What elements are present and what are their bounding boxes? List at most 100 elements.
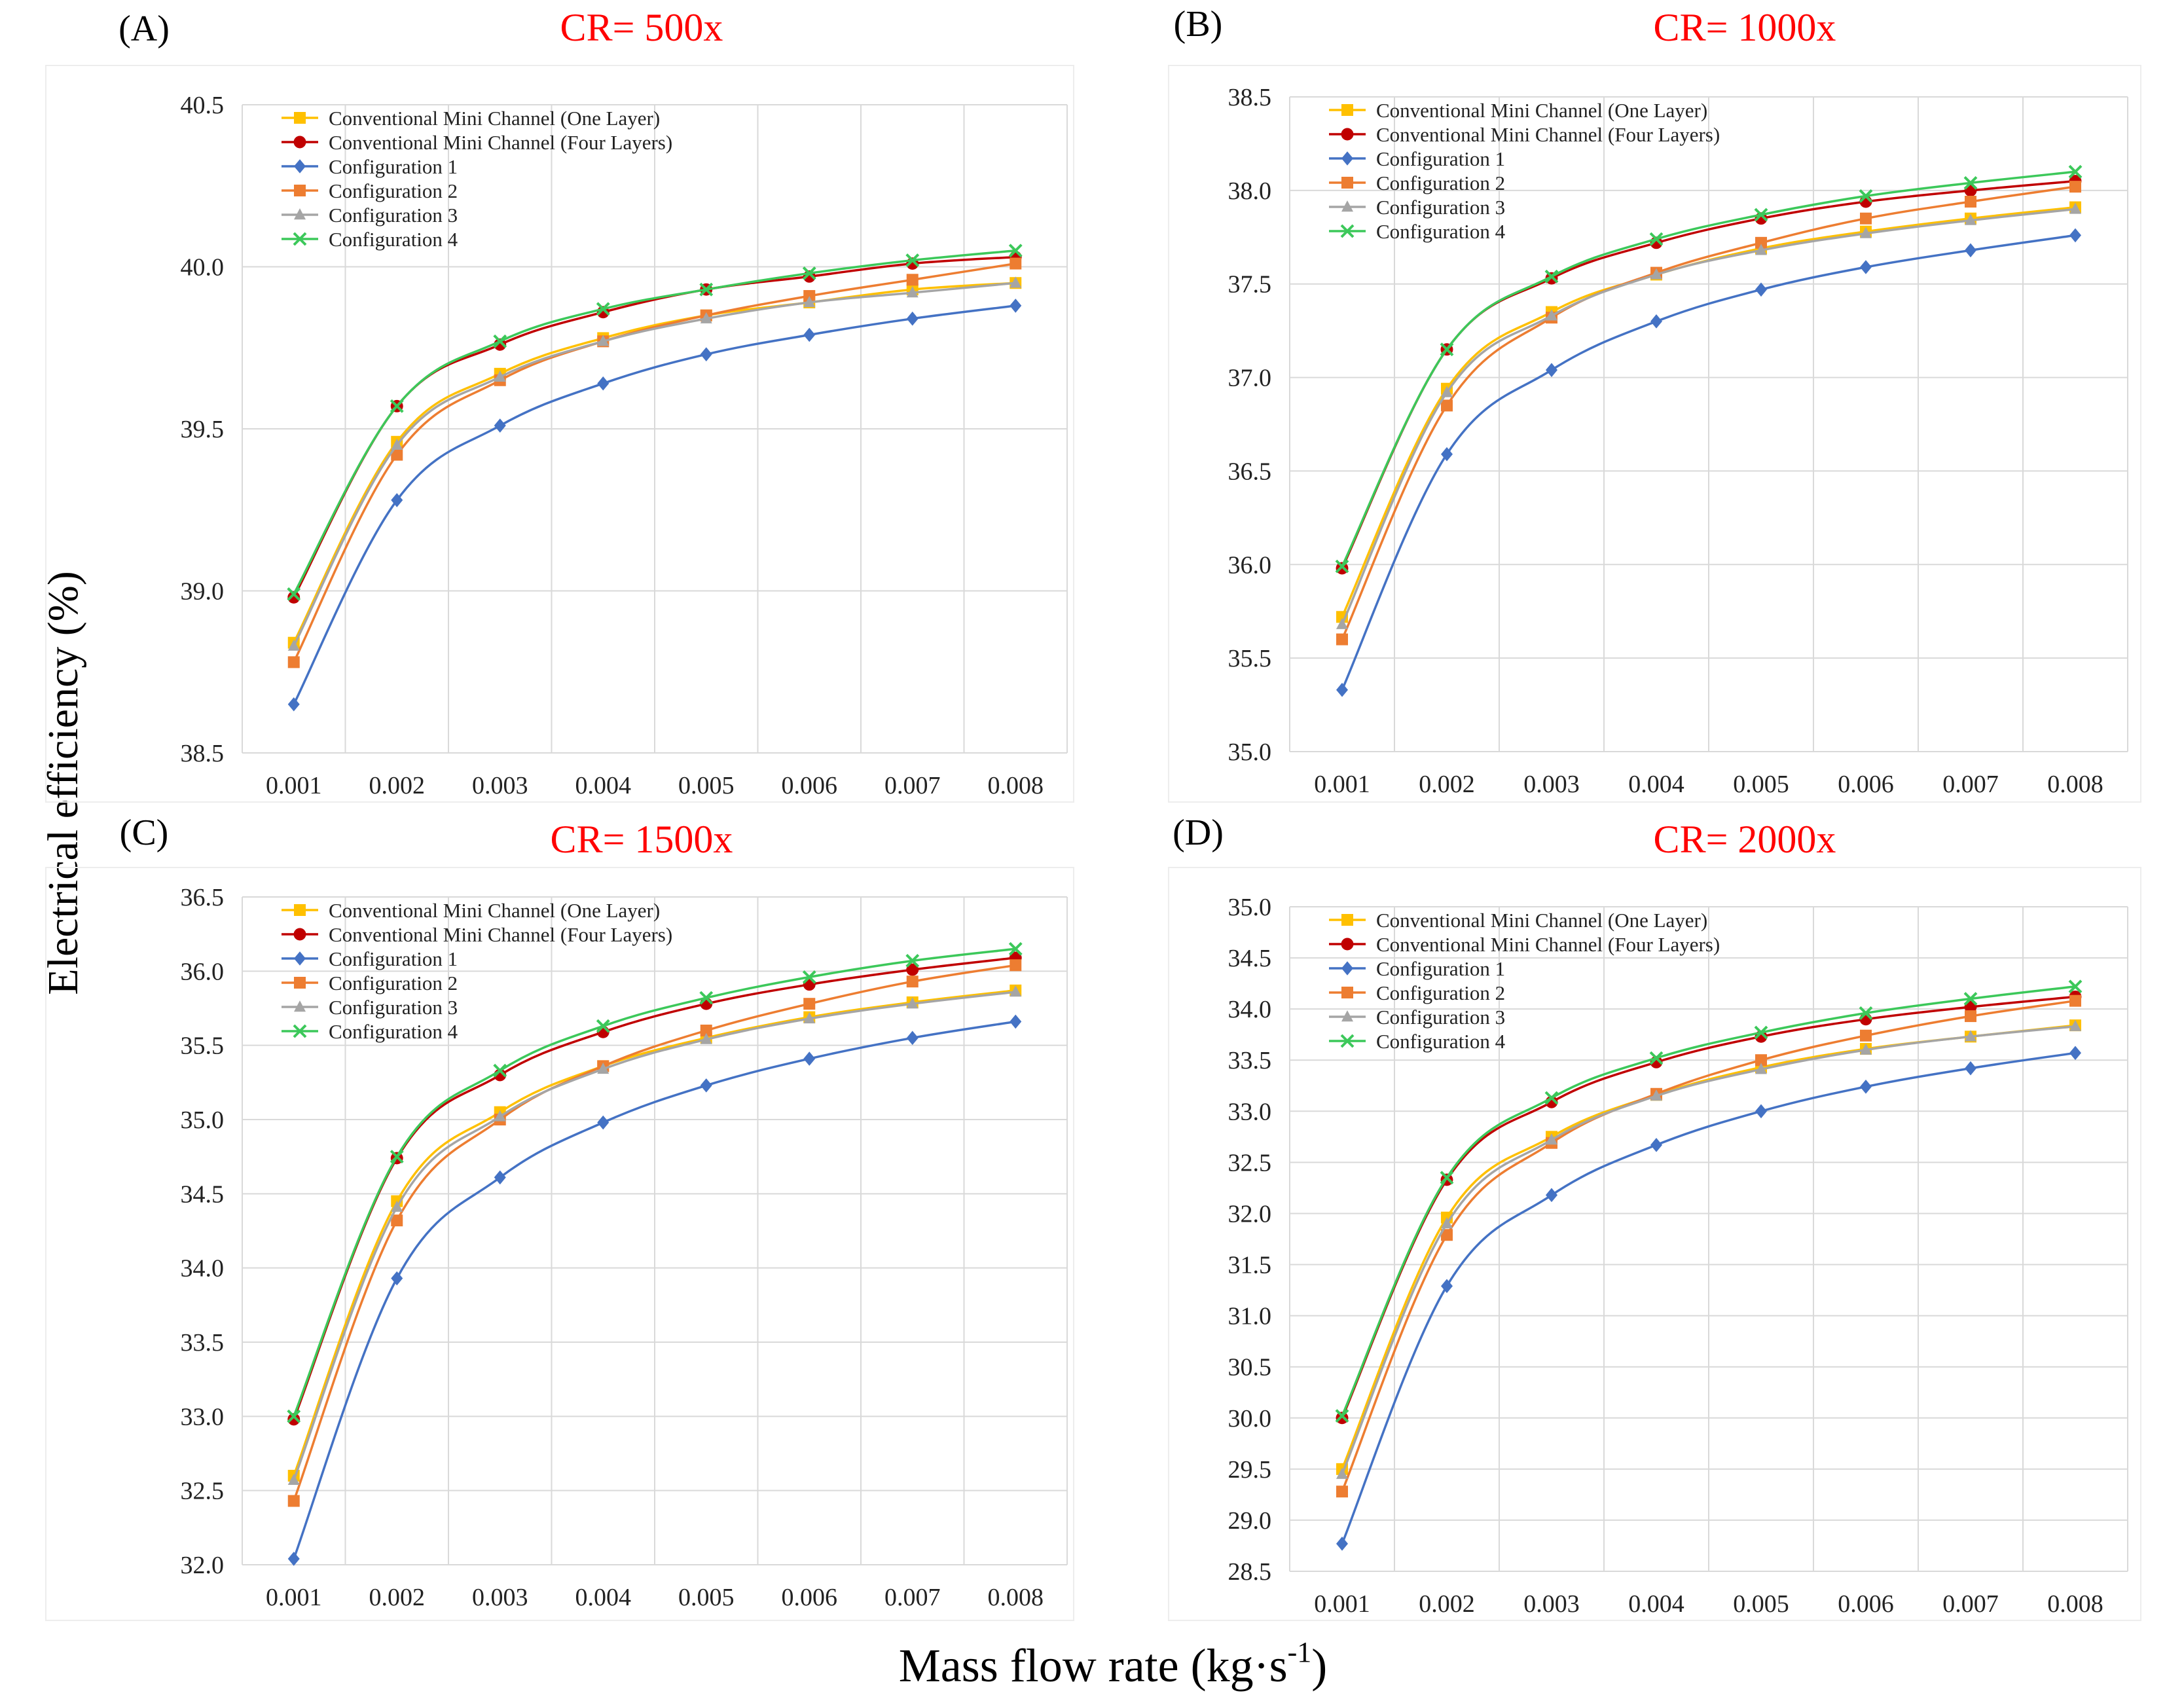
legend-item: Conventional Mini Channel (Four Layers): [282, 923, 672, 946]
data-point: [597, 376, 610, 391]
legend-label: Configuration 1: [329, 155, 458, 178]
series-line: [293, 282, 1016, 647]
y-tick-label: 32.0: [181, 1552, 225, 1579]
y-tick-label: 38.5: [1228, 84, 1272, 111]
data-point: [1546, 1133, 1557, 1145]
data-point: [287, 1409, 301, 1423]
x-tick-label: 0.006: [1838, 771, 1894, 798]
legend-marker: [294, 977, 306, 989]
data-point: [1860, 227, 1872, 238]
data-point: [1860, 1043, 1872, 1055]
series-line: [1341, 170, 2076, 567]
legend-label: Configuration 1: [1376, 957, 1505, 980]
legend-label: Configuration 2: [329, 972, 458, 994]
y-tick-label: 37.5: [1228, 271, 1272, 299]
data-point: [1010, 985, 1022, 997]
y-tick-label: 35.5: [181, 1032, 225, 1060]
x-tick-label: 0.005: [1733, 771, 1789, 798]
legend-marker: [1341, 961, 1353, 976]
data-point: [802, 970, 816, 984]
data-point: [1650, 1138, 1662, 1152]
y-tick-label: 35.0: [1228, 894, 1272, 921]
data-point-stroke-b: [1335, 559, 1349, 574]
x-tick-label: 0.008: [988, 1584, 1044, 1611]
data-point: [391, 448, 403, 461]
legend-marker: [294, 951, 306, 966]
data-point: [597, 1063, 610, 1074]
data-point: [1965, 1061, 1976, 1076]
y-tick-label: 34.5: [1228, 945, 1272, 972]
series-line: [1341, 185, 2076, 640]
legend-label: Configuration 2: [1376, 172, 1505, 194]
data-point-stroke-b: [1859, 189, 1873, 203]
data-point-stroke-b: [2068, 979, 2083, 994]
data-point: [906, 1031, 919, 1046]
legend-marker: [293, 1024, 307, 1038]
data-point: [803, 998, 816, 1010]
data-point: [1965, 1030, 1976, 1042]
data-point: [2069, 994, 2081, 1007]
data-point: [1010, 257, 1022, 270]
y-tick-label: 37.0: [1228, 365, 1272, 392]
legend-marker: [294, 112, 306, 124]
y-tick-label: 33.0: [181, 1403, 225, 1431]
data-point: [700, 1078, 712, 1093]
legend-marker: [1341, 1010, 1353, 1022]
x-axis-label-sup: -1: [1288, 1636, 1312, 1668]
data-point: [802, 266, 816, 280]
x-tick-label: 0.007: [1942, 1590, 1999, 1618]
panel-label: (A): [118, 9, 170, 49]
x-tick-label: 0.007: [884, 1584, 941, 1611]
legend-marker: [293, 136, 306, 149]
data-point-stroke-b: [905, 253, 920, 268]
y-tick-label: 35.0: [1228, 739, 1272, 766]
y-tick-label: 32.5: [1228, 1149, 1272, 1177]
legend-label: Configuration 3: [1376, 196, 1505, 219]
data-point: [1649, 1051, 1664, 1065]
y-tick-label: 40.0: [181, 254, 225, 282]
legend-marker-stroke-b: [1340, 1034, 1355, 1048]
legend-marker: [294, 159, 306, 173]
x-axis-label-main: Mass flow rate (kg·s: [899, 1639, 1288, 1692]
data-point: [1441, 447, 1453, 462]
data-point: [1441, 386, 1453, 397]
data-point: [700, 347, 712, 361]
data-point: [699, 991, 714, 1005]
data-point-stroke-b: [802, 970, 816, 984]
legend-label: Configuration 3: [1376, 1006, 1505, 1029]
data-point-stroke-b: [1754, 1025, 1768, 1040]
legend-marker: [1341, 177, 1353, 189]
data-point: [287, 1552, 300, 1566]
legend-label: Conventional Mini Channel (Four Layers): [1376, 123, 1720, 146]
legend-label: Conventional Mini Channel (Four Layers): [1376, 933, 1720, 956]
y-tick-label: 36.5: [1228, 458, 1272, 485]
data-point: [1650, 1089, 1662, 1101]
legend-label: Conventional Mini Channel (One Layer): [329, 899, 660, 922]
y-tick-label: 36.0: [181, 958, 225, 985]
y-tick-label: 33.5: [1228, 1047, 1272, 1074]
data-point: [391, 1200, 403, 1212]
y-tick-label: 30.5: [1228, 1354, 1272, 1381]
data-point-stroke-b: [1440, 342, 1454, 357]
data-point: [1336, 617, 1348, 629]
legend-marker-stroke-b: [1340, 224, 1355, 238]
data-point: [1755, 236, 1767, 249]
legend-item: Conventional Mini Channel (One Layer): [1329, 909, 1707, 932]
data-point: [494, 1110, 506, 1122]
legend-label: Configuration 4: [329, 1020, 458, 1043]
x-tick-label: 0.002: [369, 1584, 426, 1611]
data-point: [287, 1495, 300, 1507]
data-point: [1650, 314, 1662, 329]
data-point: [1754, 1025, 1768, 1040]
y-tick-label: 35.0: [181, 1106, 225, 1134]
legend-marker: [1341, 200, 1353, 212]
series-3: [287, 1014, 1022, 1566]
data-point: [1336, 1467, 1348, 1479]
data-point: [494, 1170, 506, 1185]
legend-item: Configuration 3: [1329, 1006, 1505, 1029]
y-tick-label: 34.0: [181, 1255, 225, 1283]
data-point-stroke-b: [1335, 1409, 1349, 1423]
data-point: [597, 1115, 610, 1130]
data-point: [1965, 196, 1976, 208]
legend-item: Conventional Mini Channel (One Layer): [282, 107, 660, 130]
